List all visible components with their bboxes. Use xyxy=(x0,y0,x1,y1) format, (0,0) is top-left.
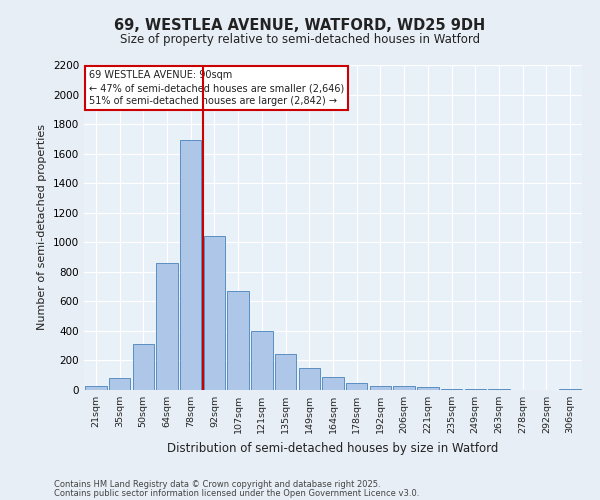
Text: Contains HM Land Registry data © Crown copyright and database right 2025.: Contains HM Land Registry data © Crown c… xyxy=(54,480,380,489)
Bar xyxy=(322,378,344,390)
Bar xyxy=(417,387,439,390)
Text: 69, WESTLEA AVENUE, WATFORD, WD25 9DH: 69, WESTLEA AVENUE, WATFORD, WD25 9DH xyxy=(115,18,485,32)
Bar xyxy=(275,354,296,390)
Bar xyxy=(394,386,415,390)
Bar xyxy=(157,263,178,390)
Y-axis label: Number of semi-detached properties: Number of semi-detached properties xyxy=(37,124,47,330)
Bar xyxy=(370,386,391,390)
Bar xyxy=(85,386,107,390)
Bar xyxy=(299,368,320,390)
Bar xyxy=(441,388,462,390)
Text: 69 WESTLEA AVENUE: 90sqm
← 47% of semi-detached houses are smaller (2,646)
51% o: 69 WESTLEA AVENUE: 90sqm ← 47% of semi-d… xyxy=(89,70,344,106)
Bar xyxy=(133,344,154,390)
Bar xyxy=(464,388,486,390)
Bar xyxy=(204,236,225,390)
Text: Contains public sector information licensed under the Open Government Licence v3: Contains public sector information licen… xyxy=(54,488,419,498)
Text: Size of property relative to semi-detached houses in Watford: Size of property relative to semi-detach… xyxy=(120,32,480,46)
Bar xyxy=(227,291,249,390)
Bar xyxy=(109,378,130,390)
Bar xyxy=(180,140,202,390)
X-axis label: Distribution of semi-detached houses by size in Watford: Distribution of semi-detached houses by … xyxy=(167,442,499,454)
Bar xyxy=(251,331,272,390)
Bar xyxy=(346,384,367,390)
